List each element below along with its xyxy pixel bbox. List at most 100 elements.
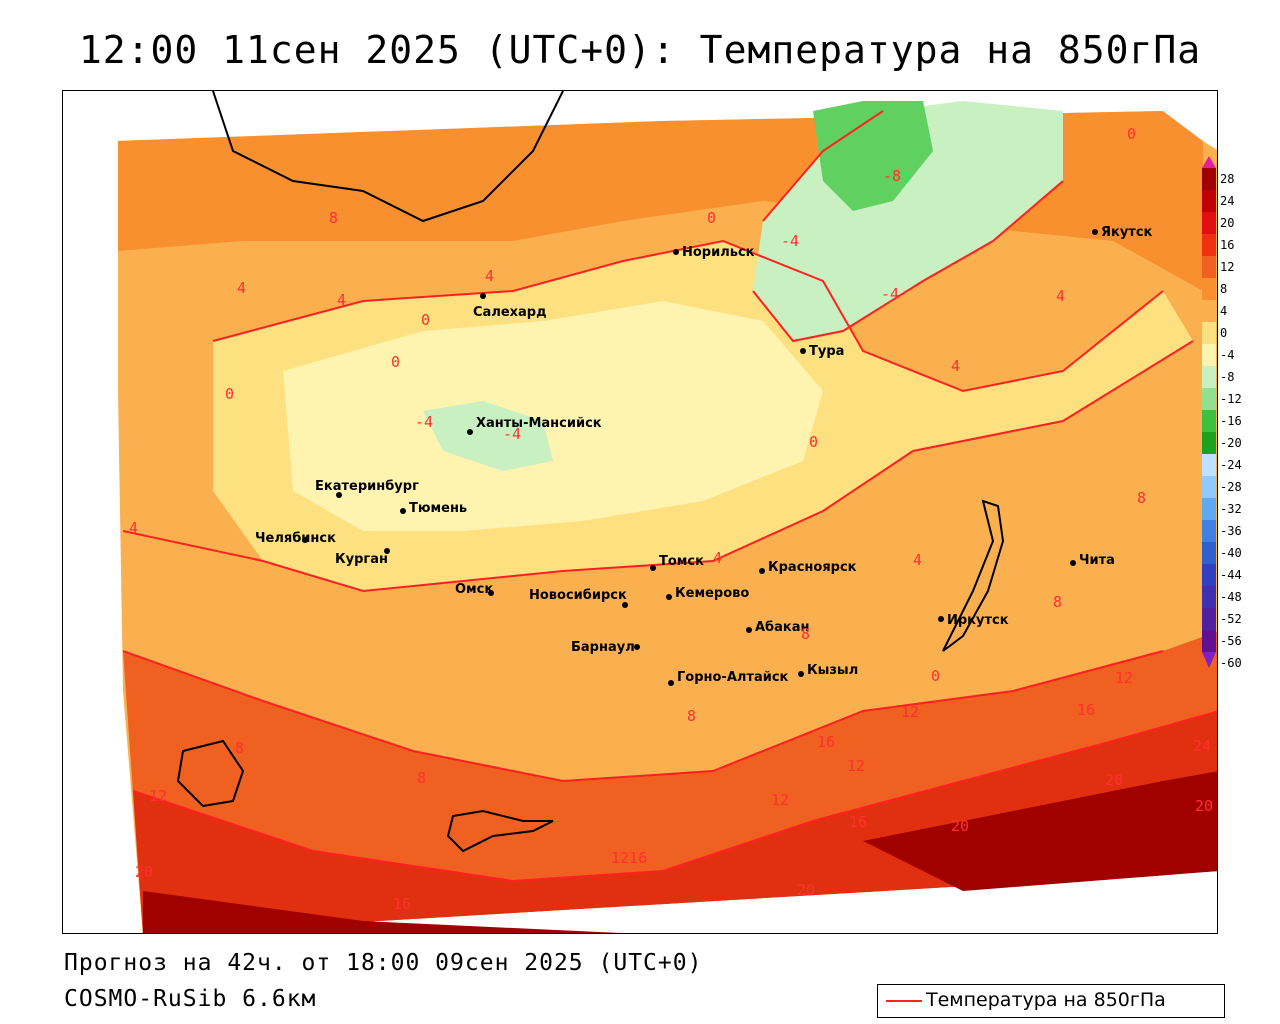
city-label: Красноярск [768,560,857,575]
isotherm-label: 0 [391,353,400,371]
isotherm-label: 20 [1105,771,1123,789]
city-kyzyl: Кызыл [798,663,858,678]
isotherm-label: 4 [913,551,922,569]
contour-4 [122,340,1194,593]
colorbar-tick: -4 [1220,348,1234,362]
city-krasnoyarsk: Красноярск [759,560,857,575]
colorbar-tick: -20 [1220,436,1242,450]
city-label: Томск [659,554,704,569]
city-yekaterinburg: Екатеринбург [315,479,419,498]
colorbar-tick: -48 [1220,590,1242,604]
city-yakutsk: Якутск [1092,225,1153,240]
city-kemerovo: Кемерово [666,586,749,601]
city-label: Тюмень [409,501,467,516]
city-label: Омск [455,582,493,597]
coastline [212,91,564,223]
isotherm-label: 0 [931,667,940,685]
legend-label: Температура на 850гПа [926,989,1166,1011]
isotherm-label: 20 [135,863,153,881]
colorbar-tick: 4 [1220,304,1227,318]
isotherm-label: 0 [225,385,234,403]
city-label: Салехард [473,305,547,320]
isotherm-label: 16 [393,895,411,913]
isotherm-label: 16 [849,813,867,831]
colorbar-bottom-arrow [1202,652,1216,668]
city-label: Иркутск [947,613,1009,628]
lake-baikal [942,499,1005,652]
city-salekhard: Салехард [473,293,547,320]
isotherm-label: 4 [1056,287,1065,305]
zone-south-darkred [143,771,1217,933]
isotherm-label: 4 [129,519,138,537]
isotherm-label: 8 [1137,489,1146,507]
city-label: Кемерово [675,586,749,601]
city-tomsk: Томск [650,554,704,571]
colorbar-tick: 0 [1220,326,1227,340]
colorbar-tick: 20 [1220,216,1234,230]
colorbar-tick: -56 [1220,634,1242,648]
city-irkutsk: Иркутск [938,613,1009,628]
city-abakan: Абакан [746,620,810,635]
city-kurgan: Курган [335,548,390,567]
isotherm-label: 4 [713,549,722,567]
zone-cold-green [813,101,933,211]
outside-domain-nw [63,91,123,933]
colorbar-tick: -32 [1220,502,1242,516]
isotherm-label: 8 [329,209,338,227]
isotherm-label-layer: 0 -8 -4 -4 4 8 4 4 0 4 0 0 -4 -4 0 0 4 4… [129,125,1213,913]
isotherm-label: 16 [1077,701,1095,719]
city-label: Барнаул [571,640,635,655]
isotherm-label: 4 [485,267,494,285]
colorbar-tick: -24 [1220,458,1242,472]
isotherm-label: 1216 [611,849,647,867]
city-norilsk: Норильск [673,245,755,260]
city-label: Чита [1079,553,1115,568]
isotherm-label: 16 [817,733,835,751]
city-label: Тура [809,344,844,359]
map-canvas: Норильск Якутск Салехард Тура Ханты-Манс… [63,91,1217,933]
model-info: COSMO-RuSib 6.6км [64,986,317,1012]
isotherm-label: 0 [1127,125,1136,143]
city-tyumen: Тюмень [400,501,467,516]
city-label: Екатеринбург [315,479,419,494]
temperature-map: Норильск Якутск Салехард Тура Ханты-Манс… [62,90,1218,934]
zone-central-light [283,301,823,531]
isotherm-label: 4 [237,279,246,297]
isotherm-label: -4 [415,413,433,431]
isotherm-label: 20 [951,817,969,835]
isotherm-label: 0 [809,433,818,451]
isotherm-label: 8 [235,739,244,757]
colorbar-tick: -40 [1220,546,1242,560]
colorbar-tick: -44 [1220,568,1242,582]
colorbar: 28 24 20 16 12 8 4 0 -4 -8 -12 -16 -20 -… [1202,156,1242,670]
city-khanty-mansiysk: Ханты-Мансийск [467,416,602,435]
city-label: Ханты-Мансийск [476,416,602,431]
isotherm-label: 12 [847,757,865,775]
city-label: Кызыл [807,663,858,678]
isotherm-label: 8 [801,625,810,643]
isotherm-label: 4 [951,357,960,375]
city-label: Новосибирск [529,588,627,603]
colorbar-tick: -12 [1220,392,1242,406]
colorbar-tick: -52 [1220,612,1242,626]
isotherm-label: 20 [1195,797,1213,815]
forecast-info: Прогноз на 42ч. от 18:00 09сен 2025 (UTC… [64,950,703,976]
isotherm-label: 0 [421,311,430,329]
isotherm-label: 20 [797,881,815,899]
contour-0 [212,239,1164,393]
colorbar-ticks: 28 24 20 16 12 8 4 0 -4 -8 -12 -16 -20 -… [1220,172,1242,670]
colorbar-tick: 28 [1220,172,1234,186]
isotherm-label: 12 [1115,669,1133,687]
colorbar-tick: -36 [1220,524,1242,538]
isotherm-label: -4 [781,232,799,250]
colorbar-tick: -28 [1220,480,1242,494]
isotherm-label: 8 [687,707,696,725]
isotherm-label: 24 [1193,737,1211,755]
legend: Температура на 850гПа [877,984,1225,1018]
colorbar-tick: -16 [1220,414,1242,428]
colorbar-tick: -8 [1220,370,1234,384]
aral-sea [176,739,245,808]
city-label: Курган [335,552,388,567]
colorbar-tick: 12 [1220,260,1234,274]
map-title: 12:00 11сен 2025 (UTC+0): Температура на… [78,28,1202,72]
